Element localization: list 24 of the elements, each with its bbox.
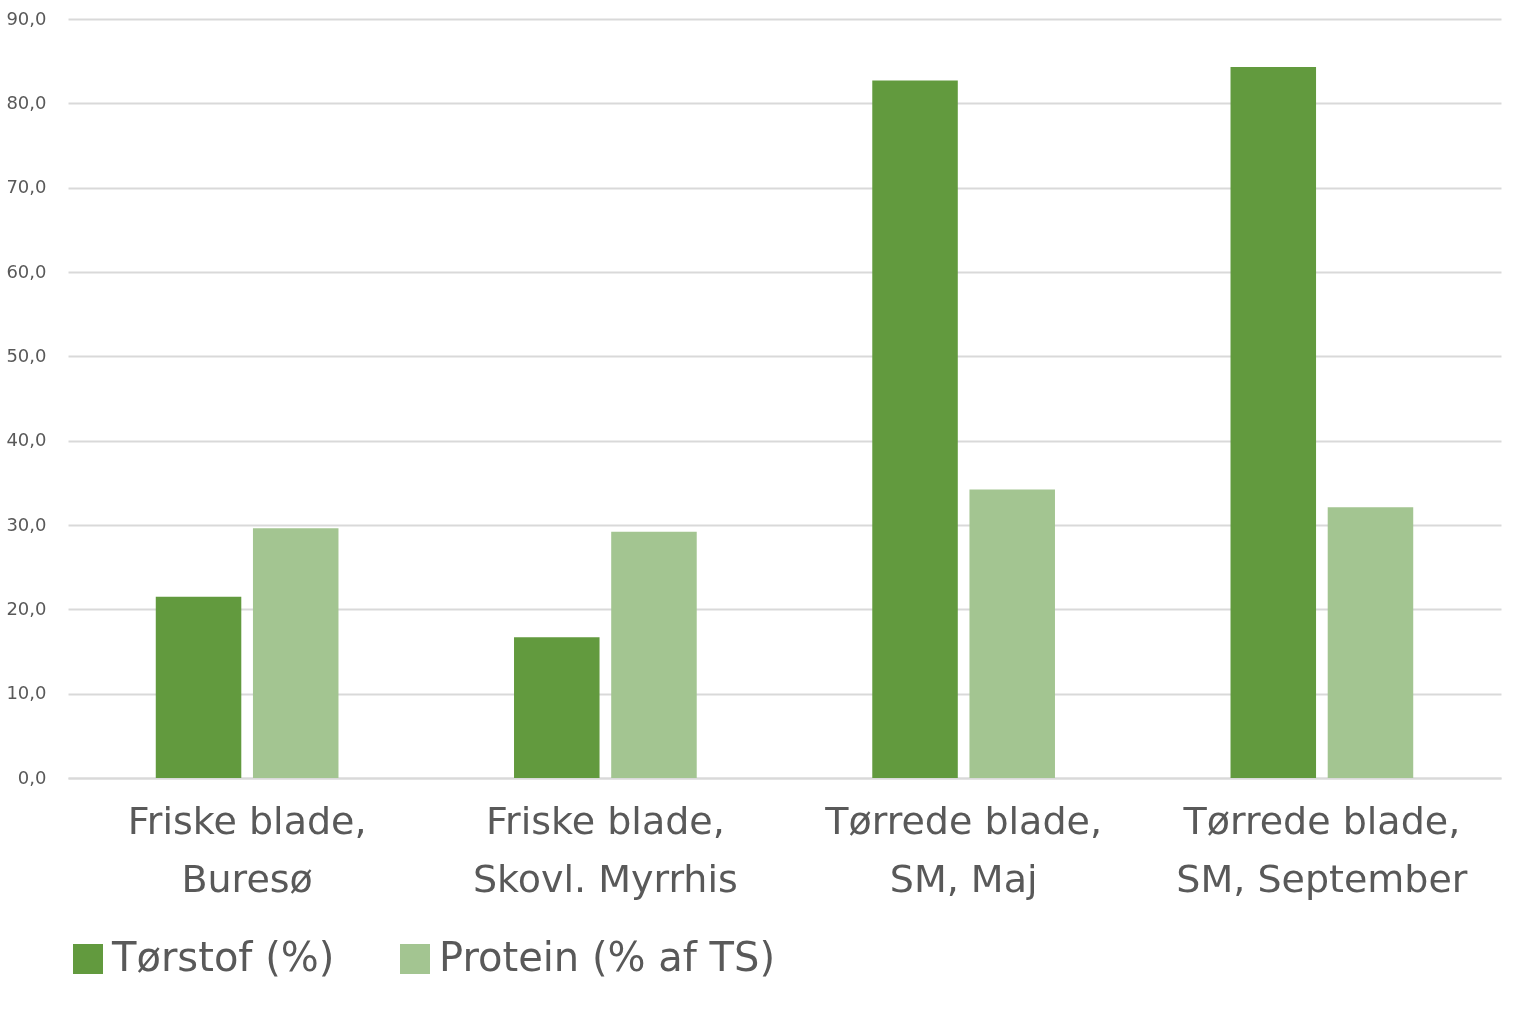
y-tick-label: 80,0: [6, 91, 47, 113]
bar: [969, 489, 1055, 778]
bar: [1230, 67, 1317, 778]
bar: [611, 531, 697, 778]
legend-label: Protein (% af TS): [439, 934, 775, 980]
bar: [1327, 507, 1414, 778]
y-tick-label: 40,0: [6, 429, 47, 451]
y-tick-label: 0,0: [17, 766, 47, 788]
bar: [252, 528, 339, 778]
y-tick-label: 30,0: [6, 513, 47, 535]
legend-label: Tørstof (%): [111, 934, 335, 980]
y-tick-label: 10,0: [6, 682, 47, 704]
bar: [514, 637, 600, 778]
y-tick-label: 20,0: [6, 597, 47, 619]
bar: [872, 80, 958, 778]
x-tick-label: Tørrede blade, SM, September: [1176, 798, 1468, 901]
x-tick-label: Friske blade, Skovl. Myrrhis: [472, 798, 738, 901]
y-tick-label: 70,0: [6, 176, 47, 198]
y-tick-label: 50,0: [6, 344, 47, 366]
x-tick-label: Friske blade, Buresø: [127, 798, 367, 901]
bar: [155, 596, 242, 778]
y-tick-label: 60,0: [6, 260, 47, 282]
y-tick-label: 90,0: [6, 7, 47, 29]
x-tick-label: Tørrede blade, SM, Maj: [824, 798, 1102, 901]
